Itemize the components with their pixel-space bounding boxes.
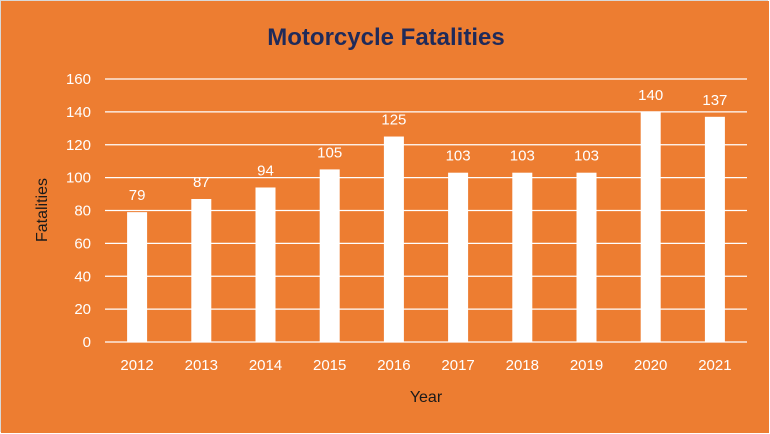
data-label: 140 [638,87,663,104]
bar [640,111,661,342]
y-axis-title: Fatalities [34,178,51,242]
x-tick-label: 2015 [313,357,346,374]
x-tick-label: 2021 [698,357,731,374]
x-tick-label: 2020 [634,357,667,374]
y-axis-ticks: 0 20 40 60 80 100 120 140 160 [66,71,91,351]
y-tick-label: 40 [74,268,91,285]
y-tick-label: 100 [66,170,91,187]
y-tick-label: 80 [74,203,91,220]
bars [127,111,725,343]
x-tick-label: 2012 [120,357,153,374]
bar [127,212,148,342]
data-labels: 79 87 94 105 125 103 103 103 140 137 [129,87,728,204]
bar [319,169,340,342]
bar [704,116,725,343]
x-tick-label: 2013 [185,357,218,374]
chart-title: Motorcycle Fatalities [267,24,504,51]
y-tick-label: 120 [66,137,91,154]
bar [512,172,533,342]
y-tick-label: 140 [66,104,91,121]
bar [576,172,597,342]
x-tick-label: 2014 [249,357,282,374]
gridlines [105,78,747,343]
x-axis-ticks: 2012 2013 2014 2015 2016 2017 2018 2019 2020 2021 [120,357,731,374]
data-label: 103 [574,148,599,165]
y-tick-label: 160 [66,71,91,88]
data-label: 103 [510,148,535,165]
x-tick-label: 2017 [441,357,474,374]
data-label: 94 [257,162,274,179]
x-tick-label: 2018 [506,357,539,374]
data-label: 79 [129,187,146,204]
bar [448,172,469,342]
data-label: 137 [702,92,727,109]
y-tick-label: 0 [83,334,91,351]
data-label: 87 [193,174,210,191]
y-tick-label: 60 [74,235,91,252]
y-tick-label: 20 [74,301,91,318]
x-tick-label: 2016 [377,357,410,374]
x-tick-label: 2019 [570,357,603,374]
bar [191,198,212,342]
bar [255,187,276,342]
x-axis-title: Year [410,389,443,406]
bar [383,136,404,342]
data-label: 105 [317,144,342,161]
data-label: 125 [381,112,406,129]
data-label: 103 [446,148,471,165]
